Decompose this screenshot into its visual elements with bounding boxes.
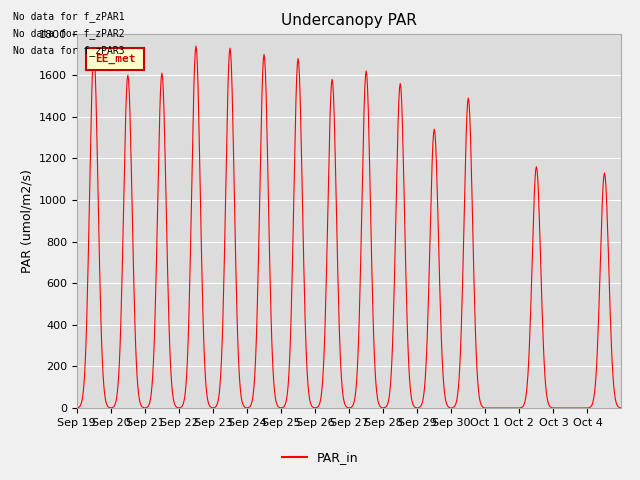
Text: No data for f_zPAR1: No data for f_zPAR1: [13, 11, 124, 22]
Text: EE_met: EE_met: [95, 54, 136, 64]
Text: No data for f_zPAR3: No data for f_zPAR3: [13, 45, 124, 56]
Legend: PAR_in: PAR_in: [276, 446, 364, 469]
Y-axis label: PAR (umol/m2/s): PAR (umol/m2/s): [20, 169, 33, 273]
Text: No data for f_zPAR2: No data for f_zPAR2: [13, 28, 124, 39]
Title: Undercanopy PAR: Undercanopy PAR: [281, 13, 417, 28]
